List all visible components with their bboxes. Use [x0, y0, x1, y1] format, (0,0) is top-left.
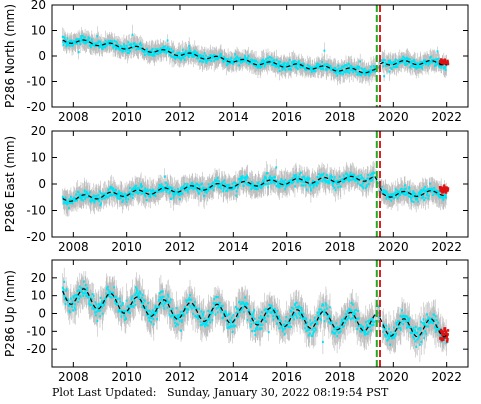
east-xtick-label: 2022 [431, 240, 462, 254]
up-xtick-label: 2018 [325, 370, 356, 384]
up-ytick-label: -10 [26, 324, 46, 338]
up-recent-points [438, 327, 450, 343]
up-xtick-label: 2008 [58, 370, 89, 384]
east-xtick-label: 2010 [111, 240, 142, 254]
north-xtick-label: 2012 [165, 110, 196, 124]
up-ytick-label: 20 [31, 271, 46, 285]
north-ytick-label: 0 [38, 49, 46, 63]
up-xtick-label: 2016 [271, 370, 302, 384]
up-ytick-label: -20 [26, 342, 46, 356]
east-xtick-label: 2020 [378, 240, 409, 254]
east-ytick-label: 0 [38, 177, 46, 191]
north-xtick-label: 2014 [218, 110, 249, 124]
plot-updated-timestamp: Sunday, January 30, 2022 08:19:54 PST [166, 386, 389, 399]
north-xtick-label: 2022 [431, 110, 462, 124]
north-ytick-label: -20 [26, 100, 46, 114]
east-recent-points [438, 184, 450, 194]
up-ytick-label: 0 [38, 307, 46, 321]
plot-updated-label: Plot Last Updated: [52, 386, 157, 399]
east-ytick-label: -10 [26, 204, 46, 218]
north-xtick-label: 2010 [111, 110, 142, 124]
east-ytick-label: -20 [26, 230, 46, 244]
up-xtick-label: 2012 [165, 370, 196, 384]
up-xtick-label: 2020 [378, 370, 409, 384]
up-ytick-label: 10 [31, 289, 46, 303]
east-xtick-label: 2012 [165, 240, 196, 254]
north-ytick-label: 10 [31, 24, 46, 38]
north-ytick-label: 20 [31, 0, 46, 12]
up-ylabel: P286 Up (mm) [3, 270, 17, 357]
up-xtick-label: 2010 [111, 370, 142, 384]
north-model-curve [62, 39, 447, 74]
north-ytick-label: -10 [26, 75, 46, 89]
east-ylabel: P286 East (mm) [3, 136, 17, 232]
north-xtick-label: 2008 [58, 110, 89, 124]
north-ylabel: P286 North (mm) [3, 4, 17, 108]
up-xtick-label: 2014 [218, 370, 249, 384]
north-panel: 2008 2010 2012 2014 2016 2018 2020 2022 -20 -10 0 1… [3, 0, 469, 124]
up-model-curve [62, 288, 448, 338]
north-xtick-label: 2016 [271, 110, 302, 124]
north-xtick-label: 2020 [378, 110, 409, 124]
east-ytick-label: 20 [31, 124, 46, 138]
north-error-bars [62, 24, 447, 86]
up-error-bars [62, 267, 447, 363]
east-xtick-label: 2014 [218, 240, 249, 254]
east-model-curve [62, 175, 447, 202]
up-panel: 2008 2010 2012 2014 2016 2018 2020 2022 -20 -10 0 1… [3, 259, 469, 384]
east-xtick-label: 2016 [271, 240, 302, 254]
east-ytick-label: 10 [31, 151, 46, 165]
up-xtick-label: 2022 [431, 370, 462, 384]
east-panel: 2008 2010 2012 2014 2016 2018 2020 2022 -20 -10 0 1… [3, 124, 469, 254]
plot-updated-footer: Plot Last Updated: Sunday, January 30, 2… [52, 386, 388, 399]
north-recent-points [438, 58, 450, 66]
east-xtick-label: 2018 [325, 240, 356, 254]
north-xtick-label: 2018 [325, 110, 356, 124]
east-xtick-label: 2008 [58, 240, 89, 254]
